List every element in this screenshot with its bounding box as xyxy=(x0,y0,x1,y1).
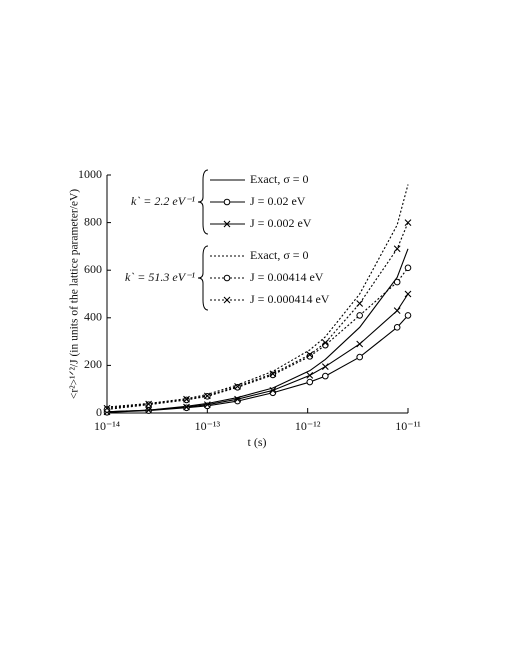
marker-cross xyxy=(321,339,329,347)
marker-cross xyxy=(321,363,329,370)
marker-cross xyxy=(356,300,364,307)
marker-circle xyxy=(322,372,329,380)
marker-cross xyxy=(306,351,314,359)
x-tick-label: 10⁻¹² xyxy=(295,419,321,433)
legend-label: Exact, σ = 0 xyxy=(250,172,309,186)
marker-cross xyxy=(404,290,412,298)
marker-circle xyxy=(393,324,401,331)
legend-label: J = 0.000414 eV xyxy=(250,292,330,306)
marker-circle xyxy=(393,278,401,286)
marker-cross xyxy=(145,400,153,408)
marker-cross xyxy=(306,372,314,379)
marker-cross xyxy=(183,403,190,411)
legend-label: J = 0.02 eV xyxy=(250,194,306,208)
x-tick-label: 10⁻¹⁴ xyxy=(94,419,120,433)
marker-cross xyxy=(393,245,401,253)
marker-circle xyxy=(269,371,277,379)
marker-cross xyxy=(234,382,241,390)
x-tick-label: 10⁻¹¹ xyxy=(395,419,421,433)
x-tick-label: 10⁻¹³ xyxy=(195,419,221,433)
marker-circle xyxy=(306,378,314,386)
marker-cross xyxy=(145,406,153,414)
marker-circle xyxy=(223,274,231,282)
y-tick-label: 1000 xyxy=(78,167,102,181)
marker-circle xyxy=(356,312,363,319)
y-tick-label: 200 xyxy=(84,357,102,371)
legend-group-label: k` = 2.2 eV⁻¹ xyxy=(131,194,195,208)
marker-cross xyxy=(223,296,231,304)
y-axis-label: <r²>¹ᐟ²/J (in units of the lattice param… xyxy=(69,189,81,399)
series-line xyxy=(106,293,409,413)
marker-cross xyxy=(203,392,211,400)
y-tick-label: 0 xyxy=(96,405,102,419)
marker-cross xyxy=(269,370,277,378)
marker-cross xyxy=(223,220,231,228)
x-axis-label: t (s) xyxy=(248,435,267,449)
marker-cross xyxy=(356,340,364,348)
y-tick-label: 800 xyxy=(84,214,102,228)
legend-brace xyxy=(197,245,209,311)
marker-circle xyxy=(404,312,412,319)
series-line xyxy=(106,222,409,409)
legend-label: Exact, σ = 0 xyxy=(250,248,309,262)
marker-cross xyxy=(393,307,401,315)
marker-cross xyxy=(404,219,412,226)
marker-circle xyxy=(404,264,412,272)
series-line xyxy=(106,267,409,410)
marker-cross xyxy=(203,401,211,409)
series-line xyxy=(106,315,409,413)
marker-circle xyxy=(223,198,231,206)
legend-group-label: k` = 51.3 eV⁻¹ xyxy=(125,270,195,284)
legend-label: J = 0.002 eV xyxy=(250,216,312,230)
marker-cross xyxy=(183,395,190,403)
marker-circle xyxy=(234,383,241,391)
marker-cross xyxy=(103,404,111,412)
y-tick-label: 400 xyxy=(84,310,102,324)
legend-label: J = 0.00414 eV xyxy=(250,270,324,284)
y-tick-label: 600 xyxy=(84,262,102,276)
marker-cross xyxy=(234,395,241,403)
marker-cross xyxy=(269,387,277,394)
legend-brace xyxy=(197,169,209,235)
marker-circle xyxy=(356,353,363,361)
